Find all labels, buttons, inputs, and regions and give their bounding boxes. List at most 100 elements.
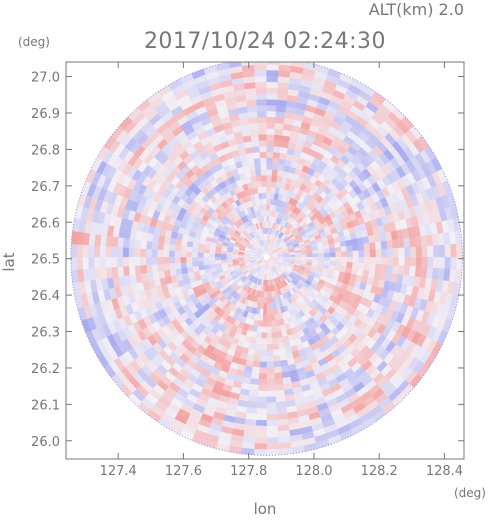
radar-cell [273,372,283,380]
radar-cell [271,331,278,339]
radar-cell [271,169,279,177]
altitude-label: ALT(km) 2.0 [369,0,464,19]
radar-cell [427,256,434,269]
radar-cell [250,175,258,183]
radar-cell [358,250,365,258]
radar-cell [409,256,417,268]
radar-cell [266,303,271,310]
radar-cell [403,265,411,277]
radar-cell [455,243,463,258]
radar-cell [266,98,278,106]
radar-cell [264,221,267,228]
radar-cell [266,402,277,409]
radar-cell [266,75,279,83]
x-axis: 127.4 127.6 127.8 128.0 128.2 128.4 [100,62,463,479]
radar-cell [266,163,273,170]
radar-cell [273,360,282,368]
radar-cell [421,256,429,268]
radar-cell [266,128,276,135]
radar-cell [261,174,267,182]
radar-cell [454,230,463,245]
radar-cell [253,349,261,357]
radar-cell [257,116,267,124]
radar-cell [185,256,193,263]
radar-cell [335,256,342,263]
radar-cell [392,256,400,266]
radar-cell [254,437,267,444]
radar-cell [253,157,261,165]
radar-cell [346,245,354,252]
x-tick-label: 127.8 [230,464,267,479]
radar-cell [272,343,279,351]
radar-cell [156,249,164,258]
radar-cell [277,255,285,258]
radar-cell [208,260,216,265]
y-tick-label: 26.3 [31,326,60,341]
radar-cell [180,250,187,258]
radar-cell [251,181,258,189]
radar-cell [266,81,279,89]
radar-cell [253,63,267,71]
radar-cell [438,244,446,258]
radar-cell [317,248,325,254]
radar-cell [266,122,276,129]
radar-cell [260,169,267,176]
radar-cell [266,69,279,77]
radar-cell [269,308,275,316]
radar-cell [398,247,406,258]
radar-cell [323,256,331,262]
radar-cell [237,256,244,260]
radar-cell [203,260,210,266]
radar-cell [261,326,267,334]
radar-cell [374,263,382,273]
radar-cell [257,384,267,392]
x-tick-label: 127.4 [100,464,137,479]
radar-cell [334,241,342,248]
radar-cell [427,245,434,258]
radar-cell [257,390,267,398]
radar-cell [266,116,276,124]
y-unit-label: (deg) [18,35,50,49]
radar-cell [253,443,267,450]
radar-cell [444,256,452,270]
radar-cell [415,256,423,268]
radar-cell [258,198,264,206]
radar-cell [352,256,359,264]
radar-cell [273,134,283,142]
radar-cell [266,384,276,392]
radar-cell [272,355,281,362]
radar-cell [82,244,89,258]
radar-cell [397,265,405,276]
radar-cell [273,145,282,153]
radar-cell [266,198,271,205]
radar-cell [369,249,377,258]
radar-cell [162,249,170,258]
y-tick-label: 26.4 [31,289,60,304]
radar-cell [266,134,275,141]
radar-cell [122,265,130,277]
radar-cell [266,396,277,404]
radar-cell [271,337,279,345]
radar-cell [266,425,279,433]
radar-cell [266,151,274,159]
radar-cell [203,256,210,262]
radar-cell [168,243,176,251]
radar-cell [391,265,400,275]
radar-cell [266,338,273,345]
radar-cell [380,264,388,274]
radar-cell [275,116,285,124]
radar-cell [323,248,331,254]
radar-cell [340,245,348,253]
radar-cell [76,256,84,270]
radar-cell [174,262,182,270]
radar-cell [263,215,267,223]
radar-cell [255,337,262,345]
radar-cell [252,145,261,153]
radar-cell [247,395,258,403]
radar-cell [346,250,354,258]
radar-cell [266,180,272,188]
radar-cell [404,256,411,267]
radar-cell [243,256,250,259]
radar-cell [139,239,148,250]
radar-cell [295,254,302,258]
